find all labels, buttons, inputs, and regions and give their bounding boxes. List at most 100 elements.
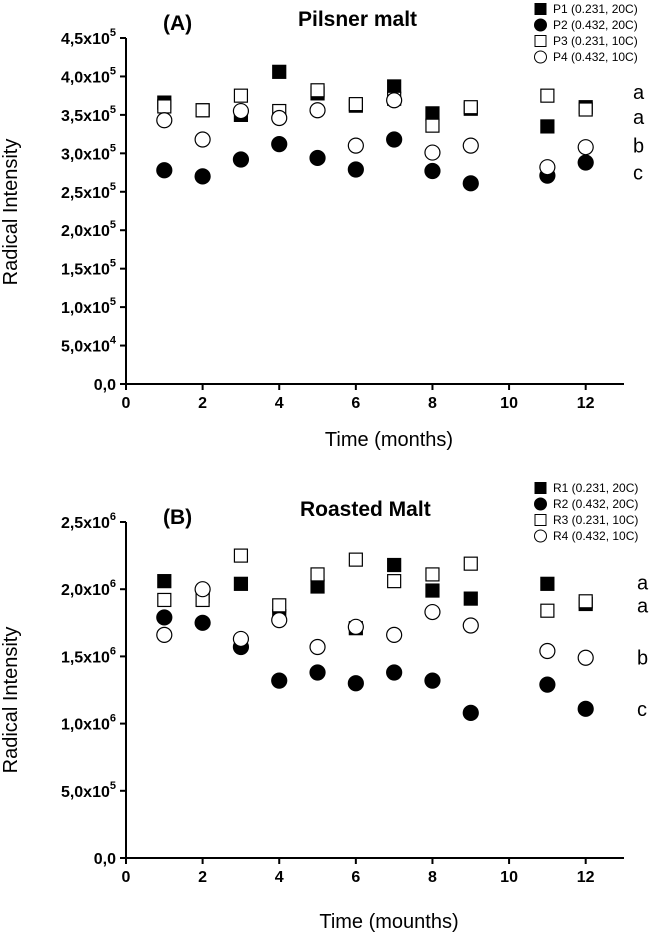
panel-a-y-axis-title: Radical Intensity bbox=[0, 139, 22, 286]
panel-b-series-4-point bbox=[386, 626, 403, 643]
panel-b-x-tick-label: 8 bbox=[428, 869, 437, 886]
panel-a-series-3-point bbox=[157, 99, 172, 114]
panel-b: (B) Roasted Malt Time (mounths) Radical … bbox=[0, 481, 649, 933]
panel-a-legend-marker-3 bbox=[534, 35, 547, 47]
panel-a-y-tick-label: 5,0x104 bbox=[61, 335, 117, 356]
panel-a-series-2-point bbox=[271, 136, 288, 153]
panel-b-series-3-point bbox=[540, 603, 555, 618]
panel-b-y-tick-label: 2,5x106 bbox=[61, 511, 116, 532]
panel-b-x-axis-title: Time (mounths) bbox=[319, 911, 458, 933]
panel-a-series-4-point bbox=[386, 92, 403, 109]
panel-a-series-3-point bbox=[425, 118, 440, 133]
panel-b-series-1-point bbox=[387, 557, 402, 573]
panel-a-legend-label-3: P3 (0.231, 10C) bbox=[553, 34, 638, 48]
panel-a-group-letter: c bbox=[633, 163, 643, 185]
panel-a-series-1-point bbox=[387, 79, 402, 94]
panel-b-group-letter: b bbox=[637, 648, 648, 670]
panel-a-series-3-point bbox=[233, 88, 249, 103]
panel-b-series-4-point bbox=[156, 626, 173, 643]
panel-b-series-1-point bbox=[233, 576, 249, 591]
panel-b-series-2-point bbox=[424, 672, 441, 689]
panel-b-label: (B) bbox=[163, 506, 192, 529]
panel-a-series-4-point bbox=[309, 102, 326, 119]
panel-b-series-3-point bbox=[348, 552, 363, 567]
panel-a-series-3-point bbox=[195, 103, 210, 118]
panel-b-x-tick-label: 2 bbox=[198, 869, 207, 886]
panel-b-series-3-point bbox=[157, 592, 172, 608]
panel-a-series-1-point bbox=[425, 106, 440, 121]
panel-a-y-tick-label: 2,5x105 bbox=[61, 181, 116, 202]
panel-b-y-tick-label: 2,0x106 bbox=[61, 578, 116, 599]
panel-a-series-4-point bbox=[577, 139, 594, 156]
panel-b-series-3-point bbox=[233, 548, 249, 563]
panel-a-series-3-point bbox=[578, 102, 593, 117]
panel-b-legend-label-2: R2 (0.432, 20C) bbox=[553, 497, 638, 511]
panel-a-legend-label-2: P2 (0.432, 20C) bbox=[553, 18, 638, 32]
panel-b-x-tick-label: 6 bbox=[351, 869, 360, 886]
panel-a-series-3-point bbox=[463, 100, 478, 115]
panel-b-series-2-point bbox=[539, 676, 556, 693]
panel-a-x-tick-label: 6 bbox=[351, 395, 360, 412]
panel-a-x-tick-label: 0 bbox=[122, 395, 131, 412]
panel-b-legend-marker-3 bbox=[534, 514, 547, 526]
panel-b-x-tick-label: 10 bbox=[500, 869, 518, 886]
panel-b-y-tick-label: 1,0x106 bbox=[61, 713, 116, 734]
panel-a-series-4-point bbox=[462, 137, 479, 154]
panel-b-series-4-point bbox=[577, 649, 594, 666]
panel-a-series-3-point bbox=[348, 97, 363, 112]
panel-b-series-2-point bbox=[577, 700, 594, 717]
panel-b-series-4-point bbox=[194, 581, 211, 598]
panel-a-x-tick-label: 2 bbox=[198, 395, 207, 412]
panel-a-series-2-point bbox=[462, 175, 479, 192]
panel-a-legend-label-4: P4 (0.432, 10C) bbox=[553, 50, 638, 64]
panel-a-series-1-point bbox=[540, 119, 555, 134]
panel-b-series-4-point bbox=[271, 612, 288, 629]
panel-a-y-tick-label: 2,0x105 bbox=[61, 219, 116, 240]
panel-a-label: (A) bbox=[163, 12, 192, 35]
panel-b-group-letter: c bbox=[637, 699, 647, 721]
panel-b-series-3-point bbox=[272, 598, 287, 613]
panel-b-legend-label-1: R1 (0.231, 20C) bbox=[553, 481, 638, 495]
panel-a-x-tick-label: 10 bbox=[500, 395, 518, 412]
panel-b-y-axis-title: Radical Intensity bbox=[0, 627, 22, 774]
panel-b-series-2-point bbox=[194, 614, 211, 631]
panel-b-series-4-point bbox=[424, 603, 441, 621]
panel-b-legend-label-4: R4 (0.432, 10C) bbox=[553, 529, 638, 543]
panel-a-y-tick-label: 1,0x105 bbox=[61, 296, 116, 317]
panel-b-series-3-point bbox=[425, 567, 440, 582]
panel-a-group-letter: a bbox=[633, 82, 645, 104]
panel-b-group-letter: a bbox=[637, 595, 649, 617]
panel-b-y-tick-label: 5,0x105 bbox=[61, 780, 116, 801]
panel-b-x-tick-label: 12 bbox=[577, 869, 595, 886]
panel-b-series-3-point bbox=[387, 574, 402, 589]
panel-b-title: Roasted Malt bbox=[300, 498, 431, 521]
panel-b-series-4-point bbox=[539, 642, 556, 660]
panel-a-series-4-point bbox=[232, 102, 250, 120]
panel-a-legend-marker-2 bbox=[534, 18, 547, 32]
panel-b-series-3-point bbox=[578, 594, 593, 609]
panel-a-x-axis-title: Time (months) bbox=[325, 429, 453, 451]
panel-b-series-2-point bbox=[386, 664, 403, 681]
panel-a-y-tick-label: 3,0x105 bbox=[61, 142, 116, 163]
panel-a-series-1-point bbox=[272, 64, 287, 79]
panel-b-series-2-point bbox=[462, 704, 479, 721]
panel-a-series-2-point bbox=[386, 131, 403, 148]
panel-b-y-tick-label: 1,5x106 bbox=[61, 645, 116, 666]
panel-b-series-3-point bbox=[463, 556, 478, 571]
panel-a-group-letter: a bbox=[633, 107, 645, 129]
panel-a-legend-marker-1 bbox=[534, 3, 547, 15]
panel-a-series-2-point bbox=[194, 168, 211, 185]
panel-a-y-tick-label: 1,5x105 bbox=[61, 258, 116, 279]
panel-b-series-1-point bbox=[463, 591, 478, 606]
panel-b-x-tick-label: 0 bbox=[122, 869, 131, 886]
panel-a-series-2-point bbox=[232, 151, 250, 168]
panel-b-legend-marker-2 bbox=[534, 497, 547, 511]
panel-a-y-tick-label: 4,5x105 bbox=[61, 27, 116, 48]
panel-a-series-4-point bbox=[271, 109, 288, 127]
panel-a-title: Pilsner malt bbox=[298, 8, 417, 31]
panel-b-series-1-point bbox=[157, 574, 172, 589]
panel-b-series-4-point bbox=[309, 638, 326, 656]
panel-b-series-3-point bbox=[310, 567, 325, 582]
panel-a-y-tick-label: 0,0 bbox=[94, 377, 116, 394]
